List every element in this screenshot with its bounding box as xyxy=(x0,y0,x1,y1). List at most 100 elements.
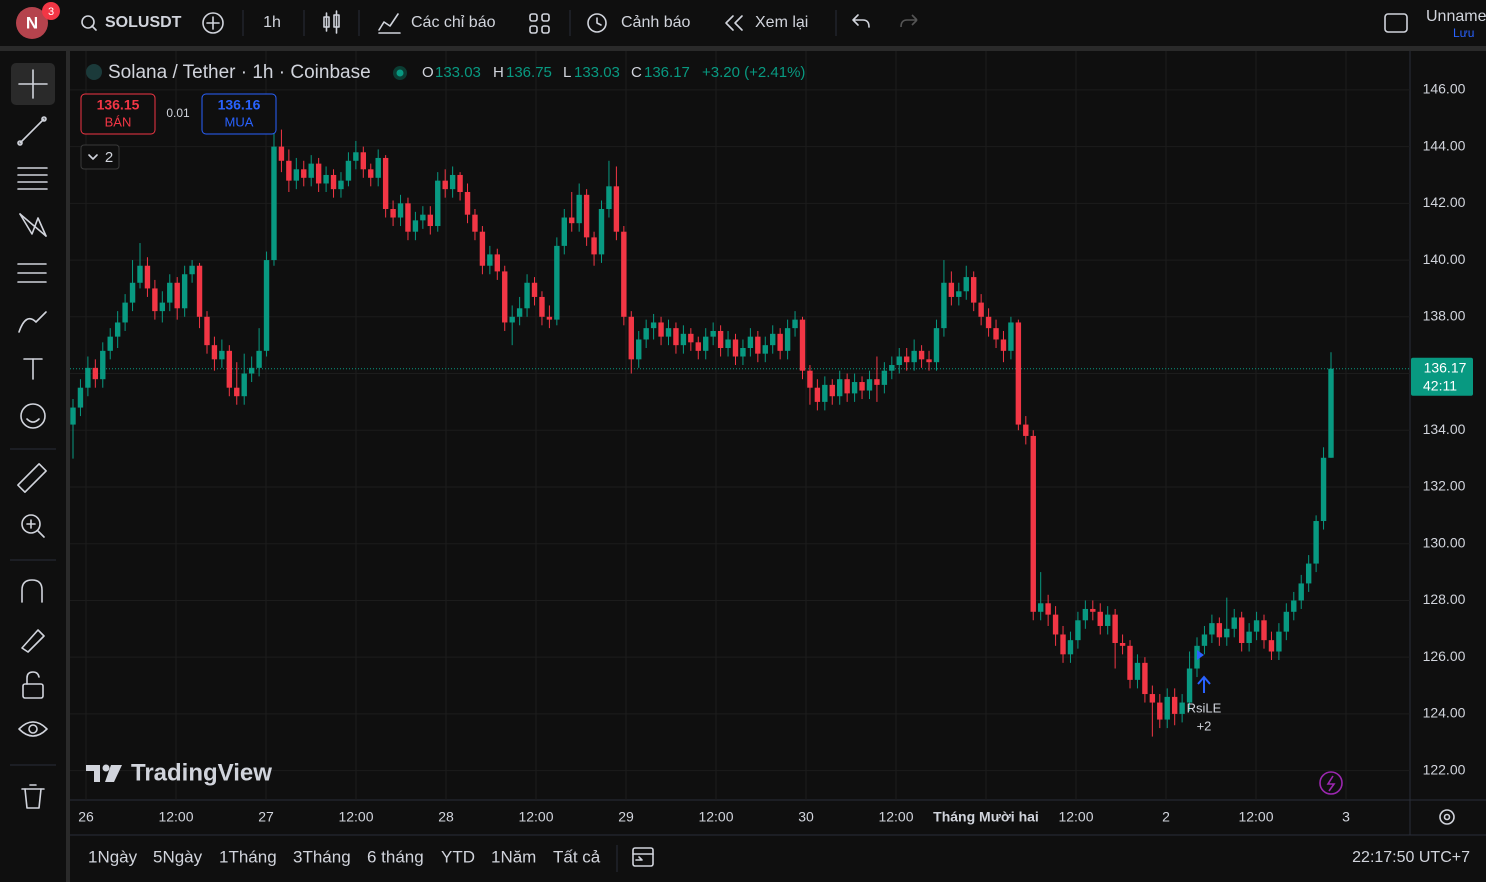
lock-tool[interactable] xyxy=(22,671,44,699)
sell-label: BÁN xyxy=(105,114,132,129)
chart-area: 26 12:00 27 12:00 28 12:00 29 12:00 30 12:00 Tháng… xyxy=(70,51,1466,825)
candle-body xyxy=(234,387,240,397)
compare-button[interactable] xyxy=(202,12,224,34)
layout-name[interactable]: Unnamed xyxy=(1426,8,1486,25)
undo-button[interactable] xyxy=(852,14,870,28)
range-button[interactable]: 3Tháng xyxy=(293,847,351,866)
goto-date-button[interactable] xyxy=(632,847,654,867)
candle-body xyxy=(464,191,471,215)
lock-drawing-tool[interactable] xyxy=(21,629,45,653)
chart-type-button[interactable] xyxy=(323,10,340,34)
candle-body xyxy=(822,384,828,402)
candle-body xyxy=(904,356,910,363)
candle-body xyxy=(725,339,731,348)
forecast-tool[interactable] xyxy=(17,263,47,283)
candle-body xyxy=(412,220,419,232)
candle-body xyxy=(1268,640,1275,652)
symbol-search[interactable]: SOLUSDT xyxy=(81,14,182,31)
replay-button[interactable]: Xem lại xyxy=(725,14,808,31)
zoom-tool[interactable] xyxy=(21,514,45,538)
candle-body xyxy=(621,231,627,317)
pattern-tool[interactable] xyxy=(19,213,47,237)
candle-body xyxy=(837,379,843,397)
y-tick-label: 132.00 xyxy=(1423,478,1466,494)
visibility-tool[interactable] xyxy=(18,721,48,737)
candle-body xyxy=(1037,603,1044,612)
candle-body xyxy=(866,379,873,391)
candle-body xyxy=(219,350,225,360)
x-tick-label: Tháng Mười hai xyxy=(933,809,1039,825)
candle-body xyxy=(784,328,791,351)
candle-body xyxy=(1075,620,1081,641)
emoji-tool[interactable] xyxy=(20,403,46,429)
candle-body xyxy=(1283,611,1290,632)
candle-body xyxy=(1246,631,1252,643)
alerts-button[interactable]: Cảnh báo xyxy=(587,13,690,33)
range-button[interactable]: 1Tháng xyxy=(219,847,277,866)
candle-body xyxy=(248,367,255,374)
range-button[interactable]: 6 tháng xyxy=(367,847,424,866)
save-button[interactable]: Lưu xyxy=(1453,26,1474,40)
candle-body xyxy=(1164,696,1170,720)
candle-body xyxy=(918,350,925,360)
candle-body xyxy=(978,302,984,317)
templates-button[interactable] xyxy=(529,13,550,34)
range-button[interactable]: YTD xyxy=(441,847,475,866)
fullscreen-button[interactable] xyxy=(1384,13,1408,33)
candle-body xyxy=(137,265,143,283)
indicators-button[interactable]: Các chỉ báo xyxy=(378,13,496,34)
candle-body xyxy=(375,157,381,178)
brush-tool[interactable] xyxy=(18,311,47,333)
candle-body xyxy=(1097,611,1103,626)
range-button[interactable]: Tất cả xyxy=(553,847,601,866)
candle-body xyxy=(286,160,292,181)
candle-body xyxy=(1179,702,1185,714)
candle-body xyxy=(1313,521,1319,564)
candle-body xyxy=(948,282,955,297)
candle-body xyxy=(338,180,344,190)
candle-body xyxy=(159,302,166,312)
candle-body xyxy=(680,333,687,346)
signal-label: RsiLE xyxy=(1187,700,1222,715)
trendline-tool[interactable] xyxy=(17,116,47,146)
range-button[interactable]: 5Ngày xyxy=(153,847,203,866)
range-button[interactable]: 1Ngày xyxy=(88,847,138,866)
candle-body xyxy=(1090,608,1096,612)
candle-body xyxy=(1224,628,1230,638)
ohlc-label: H xyxy=(493,64,504,81)
crosshair-tool[interactable] xyxy=(18,69,48,99)
fib-tool[interactable] xyxy=(17,167,48,190)
candle-body xyxy=(1067,640,1074,655)
interval[interactable]: 1h xyxy=(263,14,281,31)
candle-body xyxy=(1320,457,1327,522)
candle-body xyxy=(1209,623,1215,635)
candle-body xyxy=(524,282,530,309)
x-tick-label: 12:00 xyxy=(1058,809,1093,825)
buy-button[interactable]: 136.16 MUA xyxy=(201,93,277,135)
x-tick-label: 12:00 xyxy=(878,809,913,825)
collapse-button[interactable]: 2 xyxy=(80,144,120,170)
sell-button[interactable]: 136.15 BÁN xyxy=(80,93,156,135)
candle-body xyxy=(457,174,463,192)
candle-body xyxy=(271,146,277,261)
candle-body xyxy=(390,209,396,218)
text-tool[interactable] xyxy=(23,358,43,380)
settings-button[interactable] xyxy=(1439,809,1455,825)
clock: 22:17:50 UTC+7 xyxy=(1352,849,1470,866)
candle-body xyxy=(241,373,247,397)
lightning-button[interactable] xyxy=(1319,771,1343,795)
buy-price: 136.16 xyxy=(218,97,261,113)
candle-body xyxy=(1015,322,1022,425)
candle-body xyxy=(85,367,91,388)
chart-title: Solana / Tether · 1h · Coinbase xyxy=(108,62,371,83)
market-status-dot xyxy=(396,69,404,77)
avatar[interactable]: N 3 xyxy=(16,2,60,39)
magnet-tool[interactable] xyxy=(21,579,43,603)
candle-body xyxy=(606,186,612,210)
candle-body xyxy=(598,209,605,255)
range-button[interactable]: 1Năm xyxy=(491,847,536,866)
delete-tool[interactable] xyxy=(21,784,45,809)
redo-button[interactable] xyxy=(900,14,918,28)
ruler-tool[interactable] xyxy=(17,463,47,493)
